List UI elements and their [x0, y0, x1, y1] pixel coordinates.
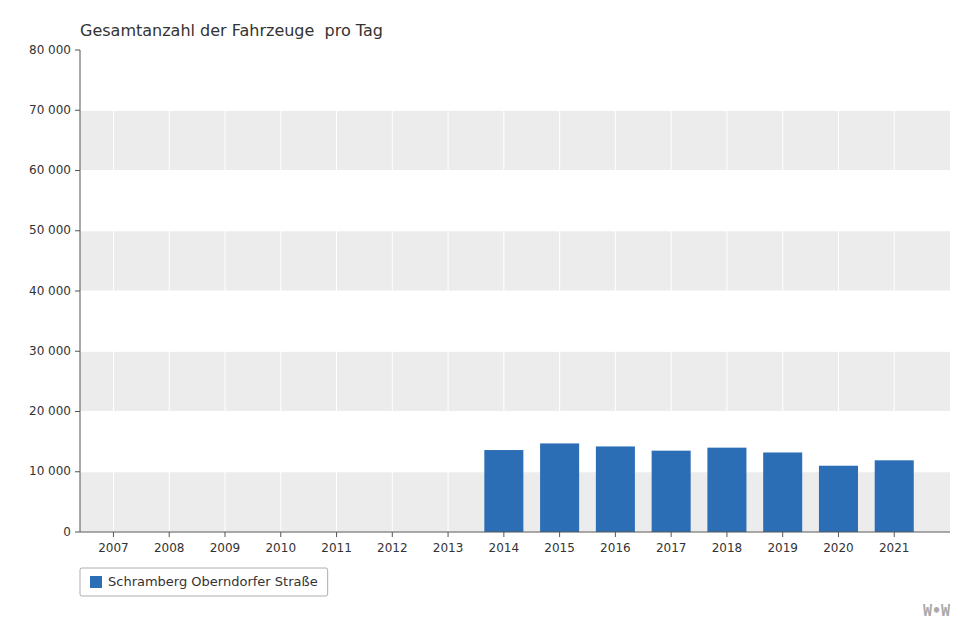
y-tick-label: 60 000	[29, 163, 71, 177]
x-tick-label: 2008	[154, 541, 185, 555]
x-tick	[615, 532, 616, 537]
bar	[484, 450, 523, 532]
x-axis-line	[80, 532, 950, 533]
x-tick-label: 2011	[321, 541, 352, 555]
x-tick	[726, 532, 727, 537]
x-tick-label: 2020	[823, 541, 854, 555]
x-tick-label: 2012	[377, 541, 408, 555]
watermark: W•W	[923, 602, 951, 620]
grid-line-x	[894, 50, 895, 532]
x-tick	[448, 532, 449, 537]
x-tick-label: 2019	[767, 541, 798, 555]
grid-line-y	[80, 351, 950, 352]
x-tick	[782, 532, 783, 537]
grid-band	[80, 231, 950, 291]
y-tick-label: 30 000	[29, 344, 71, 358]
bar	[596, 446, 635, 532]
x-tick-label: 2018	[712, 541, 743, 555]
x-tick-label: 2016	[600, 541, 631, 555]
x-tick	[392, 532, 393, 537]
legend-frame	[80, 568, 328, 596]
bar	[540, 443, 579, 532]
legend: Schramberg Oberndorfer Straße	[80, 568, 328, 596]
x-tick-label: 2015	[544, 541, 575, 555]
x-tick-label: 2017	[656, 541, 687, 555]
x-tick	[838, 532, 839, 537]
x-tick-label: 2013	[433, 541, 464, 555]
x-tick	[169, 532, 170, 537]
grid-line-y	[80, 230, 950, 231]
grid-line-x	[169, 50, 170, 532]
grid-line-y	[80, 411, 950, 412]
bar	[652, 451, 691, 532]
grid-band	[80, 110, 950, 170]
bar	[707, 448, 746, 532]
y-tick-label: 0	[63, 525, 71, 539]
y-tick-label: 40 000	[29, 284, 71, 298]
grid-line-x	[448, 50, 449, 532]
y-tick-label: 10 000	[29, 464, 71, 478]
legend-label: Schramberg Oberndorfer Straße	[108, 574, 318, 589]
axes: 0 10 000 20 000 30 000 40 000 50 000 60 000 70 …	[29, 43, 950, 556]
y-tick	[75, 532, 80, 533]
x-tick	[280, 532, 281, 537]
y-tick	[75, 351, 80, 352]
x-tick	[894, 532, 895, 537]
x-tick-label: 2010	[265, 541, 296, 555]
x-tick-label: 2014	[489, 541, 520, 555]
x-tick	[671, 532, 672, 537]
bar	[763, 452, 802, 532]
grid-line-y	[80, 50, 950, 51]
y-tick	[75, 411, 80, 412]
y-tick	[75, 170, 80, 171]
grid-line-x	[392, 50, 393, 532]
x-tick-label: 2007	[98, 541, 129, 555]
grid-line-x	[838, 50, 839, 532]
y-tick	[75, 291, 80, 292]
y-tick	[75, 50, 80, 51]
x-tick	[336, 532, 337, 537]
grid-line-y	[80, 291, 950, 292]
y-tick-label: 80 000	[29, 43, 71, 57]
grid-line-x	[280, 50, 281, 532]
y-tick	[75, 110, 80, 111]
bars	[484, 443, 913, 532]
chart-svg: 0 10 000 20 000 30 000 40 000 50 000 60 000 70 …	[0, 0, 980, 632]
grid-line-x	[225, 50, 226, 532]
grid-line-y	[80, 170, 950, 171]
y-tick-label: 20 000	[29, 404, 71, 418]
y-tick	[75, 471, 80, 472]
grid-band	[80, 351, 950, 411]
title: Gesamtanzahl der Fahrzeuge pro Tag	[80, 21, 383, 40]
x-tick	[113, 532, 114, 537]
grid	[80, 50, 950, 532]
grid-line-x	[113, 50, 114, 532]
bar	[819, 466, 858, 532]
legend-swatch	[90, 576, 102, 588]
x-tick	[559, 532, 560, 537]
chart-container: 0 10 000 20 000 30 000 40 000 50 000 60 000 70 …	[0, 0, 980, 632]
grid-line-x	[336, 50, 337, 532]
x-tick-label: 2021	[879, 541, 910, 555]
x-tick-label: 2009	[210, 541, 241, 555]
y-tick-label: 50 000	[29, 223, 71, 237]
grid-line-y	[80, 532, 950, 533]
plot-background	[80, 50, 950, 532]
bar	[875, 460, 914, 532]
grid-line-y	[80, 110, 950, 111]
y-tick	[75, 230, 80, 231]
x-tick	[503, 532, 504, 537]
y-tick-label: 70 000	[29, 103, 71, 117]
x-tick	[225, 532, 226, 537]
